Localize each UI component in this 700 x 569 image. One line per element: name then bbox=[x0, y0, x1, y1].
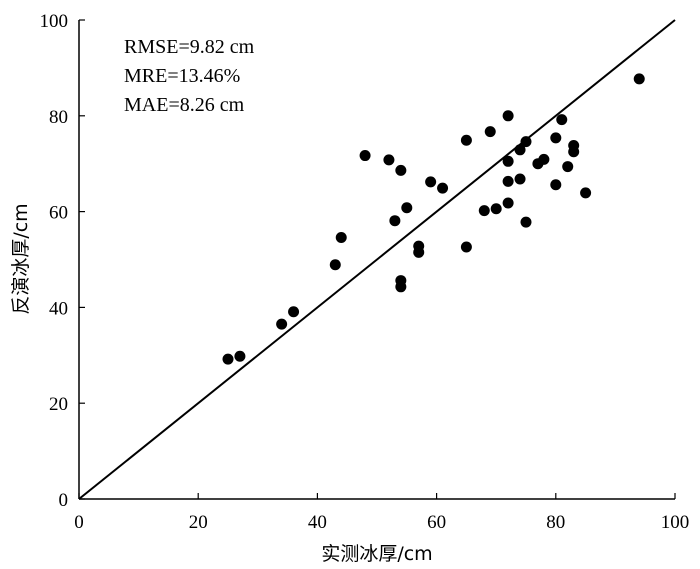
statistics-annotation: RMSE=9.82 cm MRE=13.46% MAE=8.26 cm bbox=[124, 36, 255, 116]
data-point bbox=[389, 215, 401, 227]
data-point bbox=[633, 73, 645, 85]
axis-ticks: 0 20 40 60 80 100 0 20 40 60 80 100 bbox=[40, 11, 690, 533]
x-axis-title: 实测冰厚/cm bbox=[321, 543, 432, 565]
data-point bbox=[502, 197, 514, 209]
data-point bbox=[383, 154, 395, 166]
data-point bbox=[580, 187, 592, 199]
data-point bbox=[413, 246, 425, 258]
y-tick-label: 20 bbox=[49, 394, 68, 415]
y-tick-label: 80 bbox=[49, 107, 68, 128]
data-points bbox=[222, 73, 645, 365]
x-tick-label: 80 bbox=[546, 512, 565, 533]
data-point bbox=[401, 202, 413, 214]
data-point bbox=[460, 134, 472, 146]
data-point bbox=[437, 182, 449, 194]
data-point bbox=[556, 114, 568, 126]
y-tick-label: 100 bbox=[40, 11, 69, 32]
rmse-annotation: RMSE=9.82 cm bbox=[124, 36, 255, 58]
data-point bbox=[460, 241, 472, 253]
x-tick-label: 60 bbox=[427, 512, 446, 533]
data-point bbox=[359, 150, 371, 162]
data-point bbox=[520, 136, 532, 148]
data-point bbox=[329, 259, 341, 271]
data-point bbox=[395, 164, 407, 176]
data-point bbox=[288, 306, 300, 318]
mre-annotation: MRE=13.46% bbox=[124, 65, 240, 87]
data-point bbox=[502, 110, 514, 122]
data-point bbox=[484, 126, 496, 138]
data-point bbox=[490, 203, 502, 215]
data-point bbox=[514, 173, 526, 185]
data-point bbox=[514, 144, 526, 156]
data-point bbox=[276, 318, 288, 330]
data-point bbox=[478, 205, 490, 217]
data-point bbox=[502, 175, 514, 187]
x-tick-label: 40 bbox=[308, 512, 327, 533]
data-point bbox=[335, 231, 347, 243]
x-tick-label: 20 bbox=[189, 512, 208, 533]
data-point bbox=[538, 153, 550, 165]
x-tick-label: 100 bbox=[661, 512, 690, 533]
data-point bbox=[502, 155, 514, 167]
mae-annotation: MAE=8.26 cm bbox=[124, 94, 245, 116]
y-tick-label: 60 bbox=[49, 203, 68, 224]
y-tick-label: 40 bbox=[49, 298, 68, 319]
y-axis-title: 反演冰厚/cm bbox=[10, 203, 32, 314]
data-point bbox=[550, 132, 562, 144]
data-point bbox=[550, 179, 562, 191]
data-point bbox=[222, 353, 234, 365]
x-tick-label: 0 bbox=[74, 512, 84, 533]
data-point bbox=[395, 281, 407, 293]
data-point bbox=[568, 146, 580, 158]
data-point bbox=[234, 350, 246, 362]
one-to-one-reference-line bbox=[78, 19, 676, 500]
data-point bbox=[425, 176, 437, 188]
y-tick-label: 0 bbox=[59, 490, 69, 511]
data-point bbox=[520, 216, 532, 228]
data-point bbox=[562, 161, 574, 173]
